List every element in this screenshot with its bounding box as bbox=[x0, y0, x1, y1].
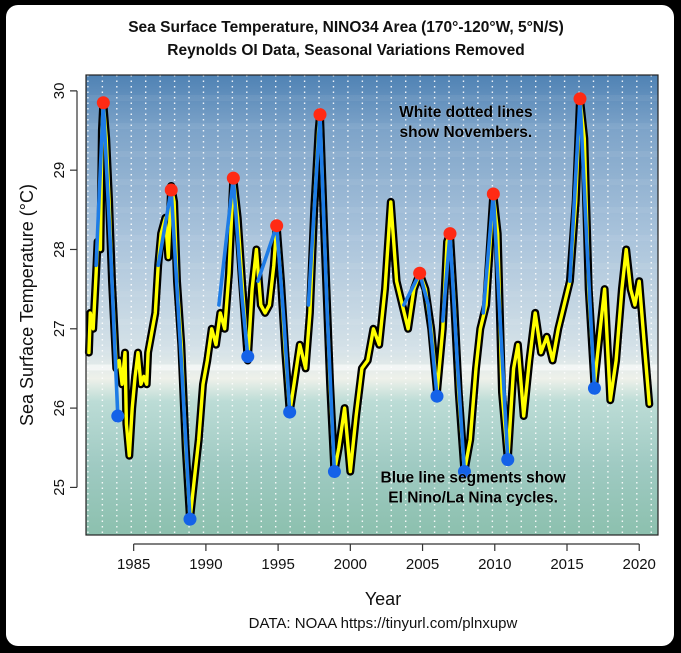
cycle-segment bbox=[94, 101, 120, 418]
background-band bbox=[86, 123, 658, 129]
y-tick-label: 26 bbox=[51, 400, 68, 417]
peak-marker bbox=[226, 171, 240, 185]
x-tick-label: 2000 bbox=[334, 556, 367, 573]
cycle-segment bbox=[156, 188, 192, 521]
peak-marker bbox=[486, 187, 500, 201]
y-tick-label: 28 bbox=[51, 241, 68, 258]
axes: 1985 1990 1995 2000 2005 2010 2015 2020 25 26 27 28… bbox=[51, 74, 659, 573]
peak-marker bbox=[270, 219, 284, 233]
x-tick-label: 2020 bbox=[623, 556, 656, 573]
plot-background bbox=[86, 75, 658, 535]
plot-border bbox=[85, 74, 659, 536]
cycle-segment bbox=[306, 112, 337, 474]
y-tick-label: 25 bbox=[51, 479, 68, 496]
x-tick-label: 2005 bbox=[406, 556, 439, 573]
cycle-segment bbox=[402, 271, 439, 398]
peak-marker bbox=[573, 92, 587, 106]
marker-layer bbox=[96, 92, 601, 526]
peak-marker bbox=[443, 227, 457, 241]
annotation-november-line1: White dotted lines bbox=[399, 104, 532, 121]
trough-marker bbox=[241, 350, 255, 364]
trough-marker bbox=[457, 465, 471, 479]
x-tick-label: 2010 bbox=[478, 556, 511, 573]
background-band bbox=[86, 263, 658, 269]
annotation-cycles-line1: Blue line segments show bbox=[381, 470, 567, 487]
cycle-segment bbox=[217, 176, 250, 359]
peak-marker bbox=[313, 108, 327, 122]
background-band bbox=[86, 207, 658, 213]
trough-marker bbox=[183, 512, 197, 526]
background-band bbox=[86, 95, 658, 101]
y-tick-label: 27 bbox=[51, 320, 68, 337]
peak-marker bbox=[164, 183, 178, 197]
x-tick-label: 1990 bbox=[189, 556, 222, 573]
series-layer bbox=[84, 94, 654, 524]
peak-marker bbox=[413, 266, 427, 280]
cycle-segment bbox=[568, 97, 597, 391]
chart-svg: Sea Surface Temperature, NINO34 Area (17… bbox=[17, 19, 659, 632]
chart-title: Sea Surface Temperature, NINO34 Area (17… bbox=[128, 19, 564, 36]
background-band bbox=[86, 235, 658, 241]
trough-marker bbox=[111, 409, 125, 423]
chart-subtitle: Reynolds OI Data, Seasonal Variations Re… bbox=[167, 42, 524, 59]
y-tick-label: 30 bbox=[51, 83, 68, 100]
peak-marker bbox=[96, 96, 110, 110]
background-band bbox=[86, 179, 658, 185]
background-horizon bbox=[86, 364, 658, 371]
background-band bbox=[86, 151, 658, 157]
chart-frame: Sea Surface Temperature, NINO34 Area (17… bbox=[6, 5, 674, 646]
trough-marker bbox=[430, 389, 444, 403]
background-band bbox=[86, 291, 658, 297]
y-tick-label: 29 bbox=[51, 162, 68, 179]
background-band bbox=[86, 319, 658, 325]
trough-marker bbox=[501, 453, 515, 467]
annotation-cycles-line2: El Nino/La Nina cycles. bbox=[388, 490, 558, 507]
x-tick-label: 1985 bbox=[117, 556, 150, 573]
x-tick-label: 2015 bbox=[550, 556, 583, 573]
trough-marker bbox=[283, 405, 297, 419]
annotation-november-line2: show Novembers. bbox=[400, 124, 533, 141]
y-axis-title: Sea Surface Temperature (°C) bbox=[17, 184, 37, 426]
trough-marker bbox=[587, 381, 601, 395]
data-source: DATA: NOAA https://tinyurl.com/plnxupw bbox=[249, 615, 518, 632]
trough-marker bbox=[327, 465, 341, 479]
x-axis-title: Year bbox=[365, 589, 401, 609]
cycle-segment bbox=[441, 231, 467, 474]
x-tick-label: 1995 bbox=[261, 556, 294, 573]
cycle-segment bbox=[256, 223, 292, 414]
cycle-segment bbox=[481, 192, 510, 462]
